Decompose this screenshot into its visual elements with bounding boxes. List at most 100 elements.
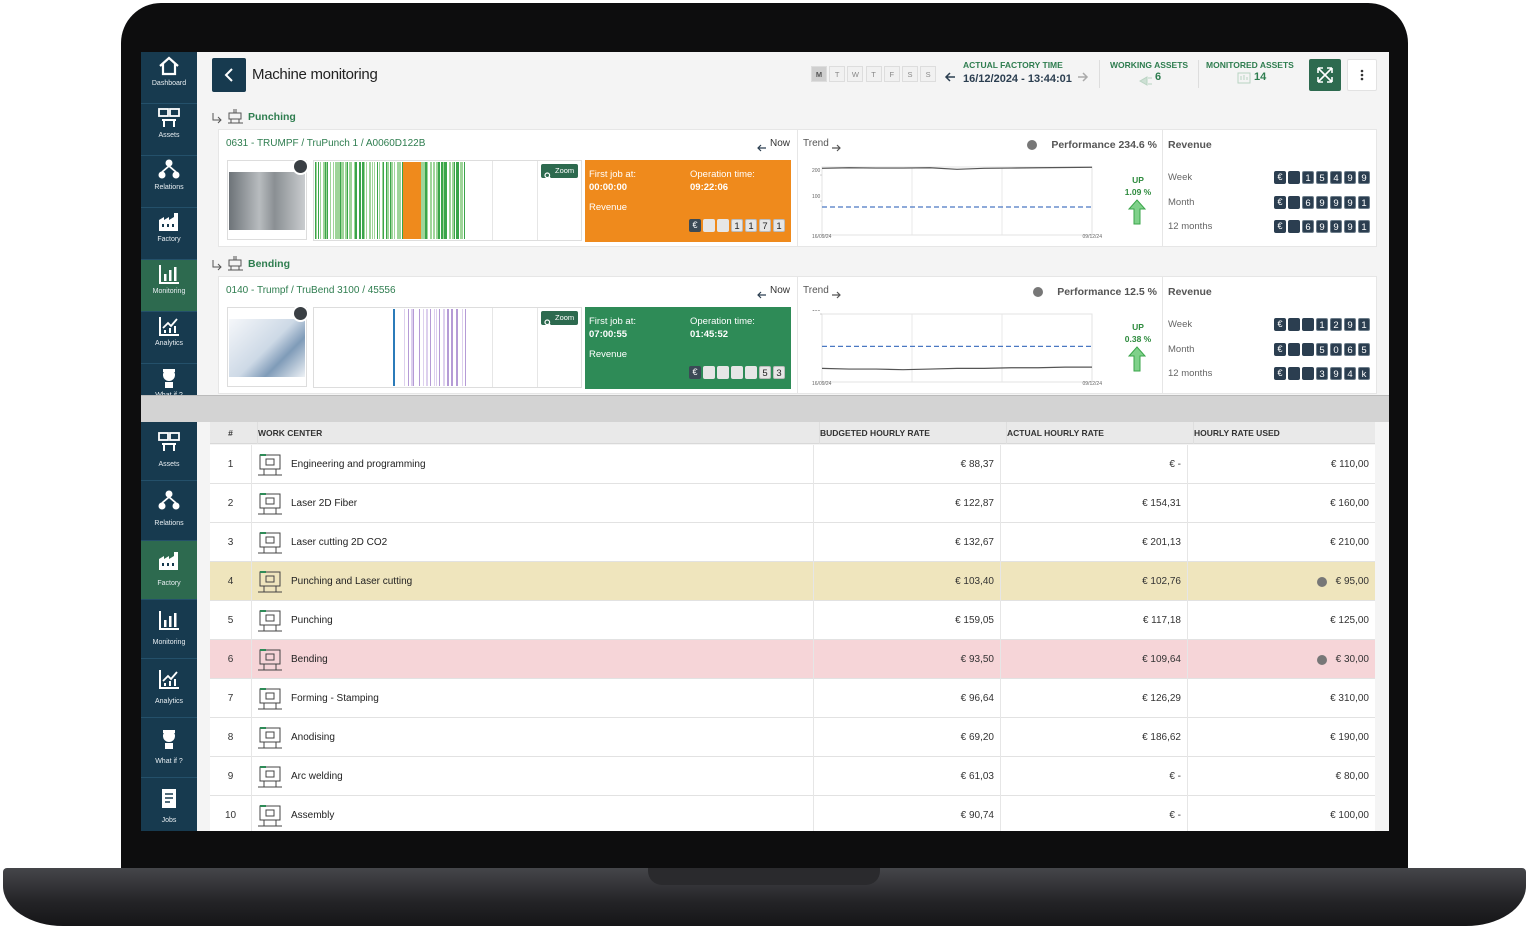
- trend-label[interactable]: Trend: [803, 138, 829, 149]
- sidebar-label: Relations: [154, 520, 184, 528]
- zoom-button[interactable]: Zoom: [541, 311, 578, 325]
- magnifier[interactable]: [292, 158, 309, 175]
- sidebar-label: Monitoring: [152, 638, 186, 646]
- table-row[interactable]: [210, 796, 1375, 831]
- cell-divider: [251, 757, 252, 796]
- zoom-button[interactable]: Zoom: [541, 164, 578, 178]
- trend-svg: 200 100 16/09/24 09/12/24: [812, 166, 1102, 240]
- back-chevron-glyph: [224, 68, 233, 82]
- weekday[interactable]: T: [829, 66, 846, 82]
- weekday[interactable]: T: [865, 66, 882, 82]
- activity-stripe: [355, 162, 356, 239]
- row-number: 9: [227, 771, 234, 782]
- activity-stripe: [443, 309, 445, 386]
- sidebar-item[interactable]: [141, 104, 197, 156]
- sidebar-icon: [157, 210, 181, 234]
- activity-stripe: [411, 309, 413, 386]
- activity-stripe: [408, 309, 409, 386]
- trend-label[interactable]: Trend: [803, 285, 829, 296]
- activity-stripe: [330, 162, 331, 239]
- weekday[interactable]: S: [920, 66, 937, 82]
- cell-divider: [1000, 796, 1001, 831]
- sidebar-item[interactable]: [141, 312, 197, 364]
- table-row[interactable]: [210, 757, 1375, 796]
- digit: 5: [759, 366, 771, 379]
- direction: UP: [1132, 322, 1144, 332]
- activity-stripe: [426, 309, 428, 386]
- cell-divider: [813, 718, 814, 757]
- cell-divider: [251, 484, 252, 523]
- activity-stripe: [374, 162, 375, 239]
- group-icon: [226, 107, 246, 125]
- row-number: 10: [224, 810, 237, 821]
- rate: € 110,00: [1330, 459, 1369, 470]
- now-arrow-glyph: [757, 144, 766, 152]
- column-header[interactable]: BUDGETED HOURLY RATE: [819, 422, 1000, 444]
- column-header[interactable]: WORK CENTER: [257, 422, 813, 444]
- now-link[interactable]: Now: [770, 285, 791, 296]
- page-title: Machine monitoring: [252, 66, 378, 83]
- digit: 3: [1316, 367, 1328, 380]
- arrow-right: [1077, 69, 1089, 82]
- cell-divider: [251, 523, 252, 562]
- panel-divider: [797, 276, 798, 394]
- weekday[interactable]: W: [847, 66, 864, 82]
- rate: € 96,64: [960, 693, 994, 704]
- table-row[interactable]: [210, 562, 1375, 601]
- activity-stripe: [356, 162, 357, 239]
- digit: 6: [1302, 195, 1314, 209]
- sidebar-icon: [157, 786, 181, 810]
- now-link[interactable]: Now: [770, 138, 791, 149]
- table-row[interactable]: [210, 718, 1375, 757]
- first-job-label: First job at:: [589, 169, 636, 180]
- table-row[interactable]: [210, 679, 1375, 718]
- sidebar-item[interactable]: [141, 156, 197, 208]
- weekday[interactable]: S: [902, 66, 918, 82]
- sidebar-item[interactable]: [141, 540, 197, 600]
- column-header[interactable]: HOURLY RATE USED: [1193, 422, 1375, 444]
- cell-divider: [1187, 562, 1188, 601]
- digit: 2: [1330, 318, 1342, 331]
- back-button[interactable]: [212, 58, 246, 92]
- work-center-icon: [256, 802, 284, 829]
- sidebar-item[interactable]: [141, 481, 197, 541]
- weekday[interactable]: M: [811, 66, 827, 82]
- currency-box: €: [689, 219, 701, 232]
- sidebar-item[interactable]: [141, 208, 197, 260]
- rate: € -: [1169, 771, 1181, 782]
- sidebar-item[interactable]: [141, 600, 197, 660]
- rate: € 210,00: [1330, 537, 1369, 548]
- activity-stripe: [425, 162, 427, 239]
- table-row[interactable]: [210, 523, 1375, 562]
- activity-stripe: [351, 162, 352, 239]
- status-revenue-label: Revenue: [589, 202, 628, 213]
- table-row[interactable]: [210, 484, 1375, 523]
- change: 1.09 %: [1124, 187, 1152, 197]
- sidebar-item[interactable]: [141, 422, 197, 482]
- revenue-period: Month: [1168, 343, 1195, 355]
- menu-glyph-glyph: [1360, 69, 1364, 81]
- sidebar-item[interactable]: [141, 260, 197, 312]
- sidebar-label: Analytics: [154, 698, 183, 706]
- activity-stripe: [402, 162, 403, 239]
- column-header[interactable]: ACTUAL HOURLY RATE: [1006, 422, 1187, 444]
- sidebar-item[interactable]: [141, 52, 197, 104]
- weekday[interactable]: F: [883, 66, 900, 82]
- cell-divider: [1000, 640, 1001, 679]
- activity-grid: [492, 161, 493, 240]
- cell-divider: [1000, 562, 1001, 601]
- table-row[interactable]: [210, 640, 1375, 679]
- activity-stripe: [423, 162, 425, 239]
- table-row[interactable]: [210, 601, 1375, 640]
- table-row[interactable]: [210, 445, 1375, 484]
- plot-frame: [821, 166, 1093, 236]
- sidebar-item[interactable]: [141, 659, 197, 719]
- work-center-icon: [256, 763, 284, 790]
- work-center: Bending: [291, 654, 328, 665]
- magnifier[interactable]: [292, 305, 309, 322]
- cell-divider: [1000, 445, 1001, 484]
- sidebar-label: Factory: [157, 579, 181, 587]
- plot-frame: [821, 313, 1093, 383]
- sidebar-item[interactable]: [141, 719, 197, 778]
- table-header: [210, 422, 1375, 444]
